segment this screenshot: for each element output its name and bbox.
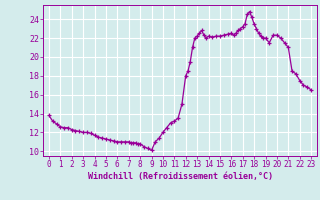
X-axis label: Windchill (Refroidissement éolien,°C): Windchill (Refroidissement éolien,°C): [87, 172, 273, 181]
